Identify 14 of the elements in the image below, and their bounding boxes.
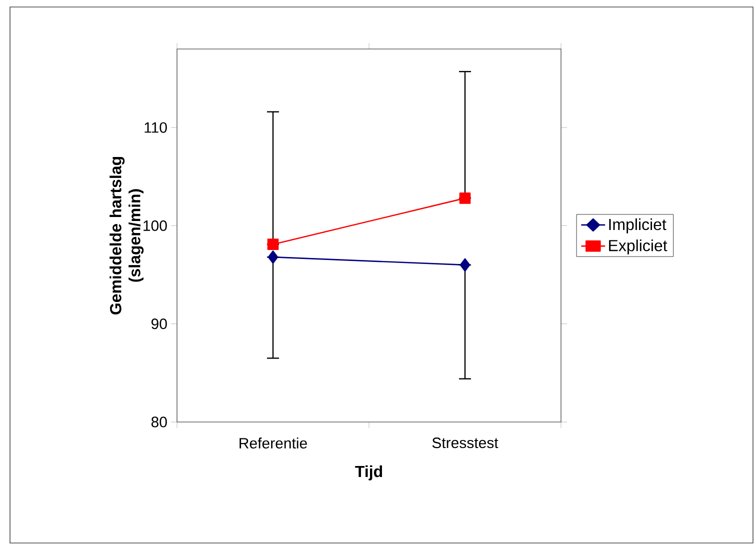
legend-label: Expliciet <box>609 239 668 254</box>
y-tick-label: 80 <box>151 416 167 428</box>
point <box>460 258 470 272</box>
point <box>268 250 278 264</box>
point <box>267 238 279 250</box>
x-axis-title: Tijd <box>355 465 382 480</box>
y-axis-title: Gemiddelde hartslag (slagen/min) <box>110 156 144 314</box>
y-tick-label: 100 <box>144 220 167 231</box>
y-tick-label: 90 <box>151 318 167 330</box>
x-tick-label: Referentie <box>240 438 307 449</box>
x-tick-label: Stresstest <box>432 438 498 448</box>
legend-label: Impliciet <box>609 218 666 234</box>
point <box>459 192 471 204</box>
y-tick-label: 110 <box>144 122 167 133</box>
